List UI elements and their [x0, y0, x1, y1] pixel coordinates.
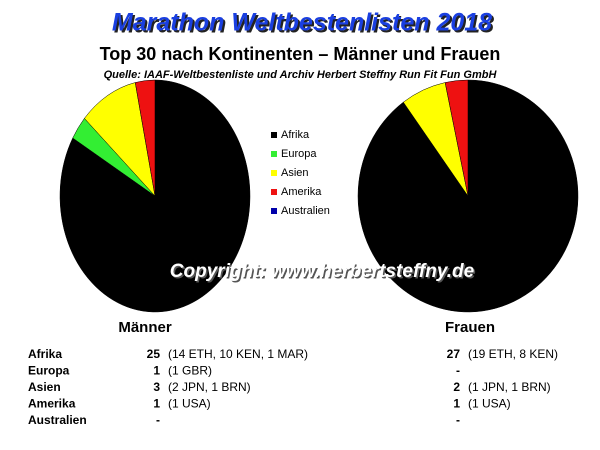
table-value: -	[456, 413, 460, 427]
table-detail: (1 USA)	[168, 397, 211, 411]
table-detail: (14 ETH, 10 KEN, 1 MAR)	[168, 347, 308, 361]
series-heading: Männer	[118, 319, 172, 336]
legend-swatch	[271, 132, 277, 138]
table-row-label: Afrika	[28, 347, 62, 361]
table-value: 25	[147, 347, 161, 361]
legend-label: Australien	[281, 205, 330, 217]
source: Quelle: IAAF-Weltbestenliste und Archiv …	[104, 69, 498, 81]
table-value: 2	[453, 380, 460, 394]
legend-swatch	[271, 189, 277, 195]
pie-slice	[134, 79, 156, 197]
copyright-shadow: Copyright: www.herbertsteffny.de	[171, 263, 476, 284]
title-shadow: Marathon Weltbestenlisten 2018	[114, 11, 494, 39]
table-row-label: Amerika	[28, 397, 76, 411]
legend-label: Europa	[281, 148, 317, 160]
series-heading: Frauen	[445, 319, 495, 336]
table-detail: (1 JPN, 1 BRN)	[468, 380, 551, 394]
table-row-label: Australien	[28, 413, 87, 427]
table-row-label: Asien	[28, 380, 61, 394]
table-value: 1	[153, 397, 160, 411]
subtitle: Top 30 nach Kontinenten – Männer und Fra…	[100, 44, 501, 64]
table-detail: (2 JPN, 1 BRN)	[168, 380, 251, 394]
table-detail: (1 USA)	[468, 397, 511, 411]
table-value: 27	[447, 347, 461, 361]
legend-swatch	[271, 208, 277, 214]
pie-slice	[84, 82, 156, 197]
legend-swatch	[271, 151, 277, 157]
legend-label: Amerika	[281, 186, 322, 198]
table-detail: (1 GBR)	[168, 364, 212, 378]
table-value: 1	[453, 397, 460, 411]
pie-slice	[444, 79, 469, 197]
copyright: Copyright: www.herbertsteffny.de	[170, 261, 475, 282]
legend-swatch	[271, 170, 277, 176]
table-value: 3	[153, 380, 160, 394]
table-detail: (19 ETH, 8 KEN)	[468, 347, 558, 361]
table-value: 1	[153, 364, 160, 378]
legend-label: Asien	[281, 167, 309, 179]
chart-title: Marathon Weltbestenlisten 2018	[112, 9, 492, 37]
table-value: -	[456, 364, 460, 378]
legend-label: Afrika	[281, 129, 310, 141]
table-row-label: Europa	[28, 364, 70, 378]
table-value: -	[156, 413, 160, 427]
